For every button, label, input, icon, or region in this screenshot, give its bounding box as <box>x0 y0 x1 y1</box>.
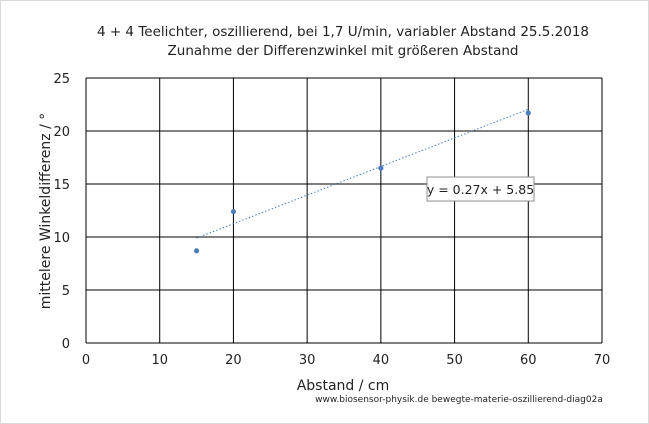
y-tick-label: 20 <box>53 125 70 140</box>
data-point <box>525 110 531 116</box>
trendline-equation: y = 0.27x + 5.85 <box>427 182 534 197</box>
grid <box>85 77 603 344</box>
chart-title: 4 + 4 Teelichter, oszillierend, bei 1,7 … <box>97 24 589 40</box>
chart-subtitle: Zunahme der Differenzwinkel mit größeren… <box>168 43 519 59</box>
x-tick-labels: 0 10 20 30 40 50 60 70 <box>82 353 610 368</box>
x-axis-title: Abstand / cm <box>297 378 390 394</box>
data-point <box>230 208 237 215</box>
x-tick-label: 10 <box>151 353 168 368</box>
x-tick-label: 0 <box>82 353 90 368</box>
y-tick-labels: 0 5 10 15 20 25 <box>53 72 70 352</box>
x-tick-label: 60 <box>520 353 537 368</box>
footer-source: www.biosensor-physik.de bewegte-materie-… <box>315 395 603 405</box>
trendline <box>196 108 529 239</box>
x-tick-label: 30 <box>299 353 316 368</box>
x-tick-label: 40 <box>373 353 390 368</box>
data-point <box>193 248 200 254</box>
trendline-layer <box>196 108 529 239</box>
y-tick-label: 0 <box>62 337 70 352</box>
y-axis-title: mittelere Winkeldifferenz / ° <box>38 113 54 309</box>
equation-box <box>426 176 535 202</box>
y-tick-label: 10 <box>53 231 70 246</box>
y-tick-label: 15 <box>53 178 70 193</box>
y-tick-label: 25 <box>53 72 70 87</box>
x-tick-label: 50 <box>446 353 463 368</box>
x-tick-label: 70 <box>594 353 611 368</box>
x-tick-label: 20 <box>225 353 242 368</box>
y-tick-label: 5 <box>62 284 70 299</box>
data-points <box>193 110 531 254</box>
data-point <box>378 165 384 171</box>
